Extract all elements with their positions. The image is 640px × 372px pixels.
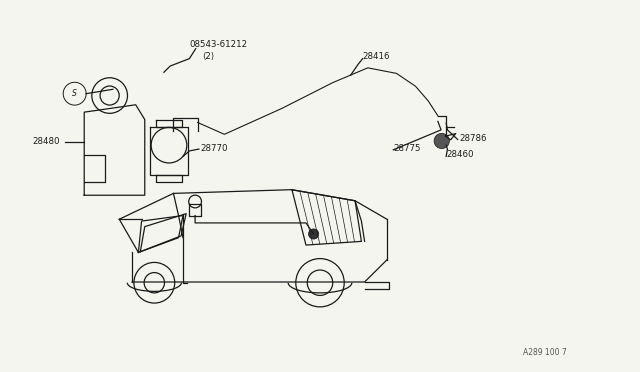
Text: 28786: 28786: [459, 134, 486, 142]
Text: ⟨2⟩: ⟨2⟩: [202, 52, 214, 61]
Circle shape: [308, 229, 319, 239]
Text: 08543-61212: 08543-61212: [189, 41, 248, 49]
Circle shape: [434, 133, 449, 148]
Text: A289 100 7: A289 100 7: [523, 349, 566, 357]
Text: 28770: 28770: [200, 144, 228, 153]
Text: 28480: 28480: [32, 137, 60, 146]
Text: 28460: 28460: [446, 150, 474, 159]
Text: 28775: 28775: [394, 144, 420, 153]
Text: 28416: 28416: [363, 52, 390, 61]
Text: S: S: [72, 89, 77, 98]
